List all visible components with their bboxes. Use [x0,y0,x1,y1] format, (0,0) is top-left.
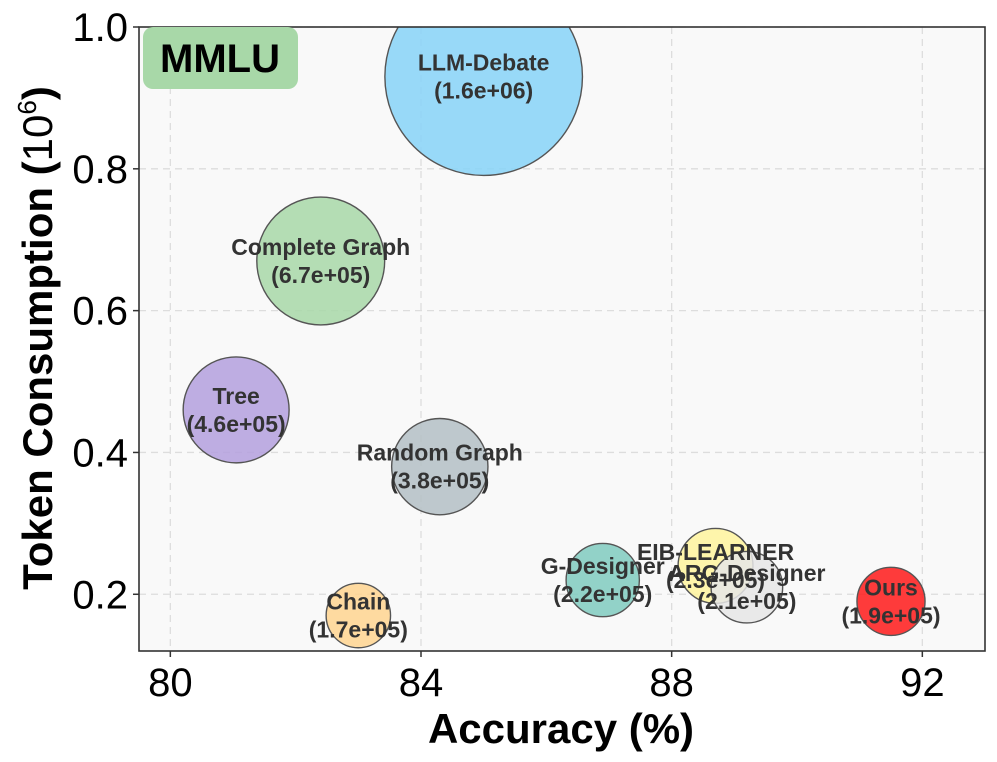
x-tick-label: 92 [900,661,945,705]
bubble-arg-designer [710,550,784,624]
bubble-complete-graph [256,196,386,326]
badge-background [143,27,298,89]
y-axis-title-main: Token Consumption ( [14,161,61,590]
y-axis-title-base: 10 [14,115,61,162]
plot-border [138,26,986,652]
bubble-tokens-label: (1.7e+05) [309,617,408,643]
badge: MMLU [143,27,298,89]
plot-frame [138,26,986,652]
x-tick-label: 88 [649,661,694,705]
x-tick-label: 84 [399,661,444,705]
bubble-name-label: LLM-Debate [418,50,550,76]
bubble-name-label: ARG-Designer [668,560,825,586]
bubble-tokens-label: (2.2e+05) [553,581,652,607]
y-tick-label: 1.0 [72,6,128,50]
x-axis-title: Accuracy (%) [428,705,694,752]
bubbles [182,27,926,649]
bubble-labels: LLM-Debate(1.6e+06) Complete Graph(6.7e+0… [187,50,941,643]
y-tick-label: 0.2 [72,573,128,617]
bubble-name-label: G-Designer [541,553,665,579]
y-tick-label: 0.6 [72,290,128,334]
bubble-chain [325,582,392,649]
bubble-tokens-label: (4.6e+05) [187,411,286,437]
bubble-g-designer [565,542,641,618]
y-axis-title-exponent: 6 [12,100,42,114]
bubble-name-label: Ours [864,574,918,600]
bubble-name-label: Tree [212,383,259,409]
bubble-name-label: Complete Graph [231,234,410,260]
y-tick-label: 0.4 [72,431,128,475]
bubble-tree [182,356,290,464]
bubble-random-graph [390,417,489,516]
bubble-tokens-label: (1.9e+05) [841,602,940,628]
grid-lines [139,26,985,651]
bubble-ours [856,566,926,637]
axis-ticks: 80 84 88 92 0.2 0.4 0.6 0.8 1.0 [72,6,944,705]
bubble-tokens-label: (2.1e+05) [697,588,796,614]
bubble-name-label: Random Graph [357,440,523,466]
badge-label: MMLU [160,37,280,81]
x-tick-label: 80 [148,661,193,705]
y-tick-label: 0.8 [72,148,128,192]
bubble-tokens-label: (3.8e+05) [390,468,489,494]
bubble-tokens-label: (2.3e+05) [666,567,765,593]
bubble-name-label: Chain [326,589,390,615]
bubble-tokens-label: (1.6e+06) [434,78,533,104]
bubble-name-label: EIB-LEARNER [637,539,795,565]
y-axis-title-close: ) [14,86,61,100]
bubble-tokens-label: (6.7e+05) [271,262,370,288]
bubble-llm-debate [384,27,584,177]
y-axis-title: Token Consumption (106) [12,86,61,590]
